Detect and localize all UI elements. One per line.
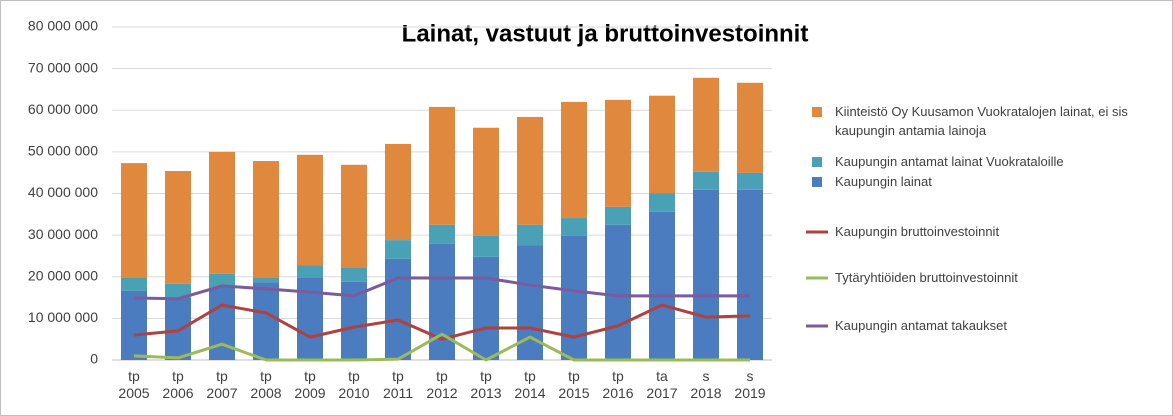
bar-segment (605, 99, 631, 207)
y-tick-label: 0 (90, 351, 98, 367)
bar-segment (385, 143, 411, 241)
x-tick-label: tp 2005 (118, 368, 150, 401)
x-tick-label: tp 2007 (206, 368, 238, 401)
bar-segment (429, 243, 455, 360)
line-series (133, 332, 750, 362)
bar-segment (561, 101, 587, 219)
y-tick-label: 50 000 000 (28, 143, 98, 159)
x-tick-label: tp 2010 (338, 368, 370, 401)
bar-segment (165, 297, 191, 360)
bar-segment (649, 95, 675, 194)
bar-segment (737, 189, 763, 360)
y-tick-label: 20 000 000 (28, 267, 98, 283)
bar-segment (693, 189, 719, 360)
bar-segment (341, 164, 367, 269)
x-tick-label: tp 2012 (426, 368, 458, 401)
line-series (133, 303, 751, 341)
bar-segment (473, 235, 499, 257)
bar-segment (561, 235, 587, 360)
y-tick-label: 60 000 000 (28, 101, 98, 117)
bar-segment (737, 82, 763, 173)
bar-segment (561, 218, 587, 236)
legend-swatch (812, 157, 822, 167)
y-tick-label: 10 000 000 (28, 309, 98, 325)
bar-segment (649, 211, 675, 360)
x-tick-label: tp 2014 (514, 368, 546, 401)
x-tick-label: tp 2013 (470, 368, 502, 401)
bar-segment (693, 171, 719, 190)
bar-segment (737, 172, 763, 190)
x-tick-label: tp 2015 (558, 368, 590, 401)
x-tick-label: s 2019 (734, 368, 766, 401)
bar-segment (341, 268, 367, 282)
bar-segment (121, 163, 147, 278)
x-tick-label: tp 2009 (294, 368, 326, 401)
x-tick-label: tp 2011 (382, 368, 414, 401)
bar-segment (517, 116, 543, 225)
bar-segment (385, 240, 411, 259)
bar-segment (253, 161, 279, 278)
y-tick-label: 70 000 000 (28, 59, 98, 75)
bar-segment (209, 273, 235, 288)
bar-segment (121, 277, 147, 291)
bar-segment (693, 77, 719, 172)
x-tick-label: tp 2006 (162, 368, 194, 401)
bar-segment (253, 282, 279, 360)
bar-segment (209, 151, 235, 274)
bar-segment (473, 256, 499, 360)
bar-segment (385, 258, 411, 360)
x-tick-label: ta 2017 (646, 368, 678, 401)
legend-swatch (812, 107, 822, 117)
bar-segment (473, 127, 499, 236)
y-tick-label: 80 000 000 (28, 18, 98, 34)
x-tick-label: s 2018 (690, 368, 722, 401)
bar-segment (165, 171, 191, 284)
bar-segment (429, 106, 455, 225)
bar-segment (517, 224, 543, 246)
bar-segment (165, 283, 191, 298)
chart-title: Lainat, vastuut ja bruttoinvestoinnit (402, 20, 809, 47)
legend-swatch (812, 177, 822, 187)
x-tick-label: tp 2008 (250, 368, 282, 401)
x-tick-label: tp 2016 (602, 368, 634, 401)
legend-label: Kiinteistö Oy Kuusamon Vuokratalojen lai… (835, 104, 1128, 138)
bar-segment (121, 290, 147, 360)
legend-label: Kaupungin bruttoinvestoinnit (835, 224, 1000, 239)
legend-label: Kaupungin antamat lainat Vuokrataloille (835, 154, 1064, 169)
legend-label: Kaupungin antamat takaukset (835, 318, 1008, 333)
legend-label: Tytäryhtiöiden bruttoinvestoinnit (835, 270, 1018, 285)
bar-segment (209, 287, 235, 360)
bar-segment (605, 224, 631, 360)
bar-segment (297, 154, 323, 266)
bar-segment (649, 193, 675, 212)
bar-segment (297, 265, 323, 278)
bar-segment (605, 206, 631, 225)
bar-segment (253, 277, 279, 283)
y-tick-label: 40 000 000 (28, 184, 98, 200)
line-series (133, 276, 750, 301)
y-tick-label: 30 000 000 (28, 226, 98, 242)
legend-label: Kaupungin lainat (835, 174, 932, 189)
bar-segment (429, 224, 455, 244)
